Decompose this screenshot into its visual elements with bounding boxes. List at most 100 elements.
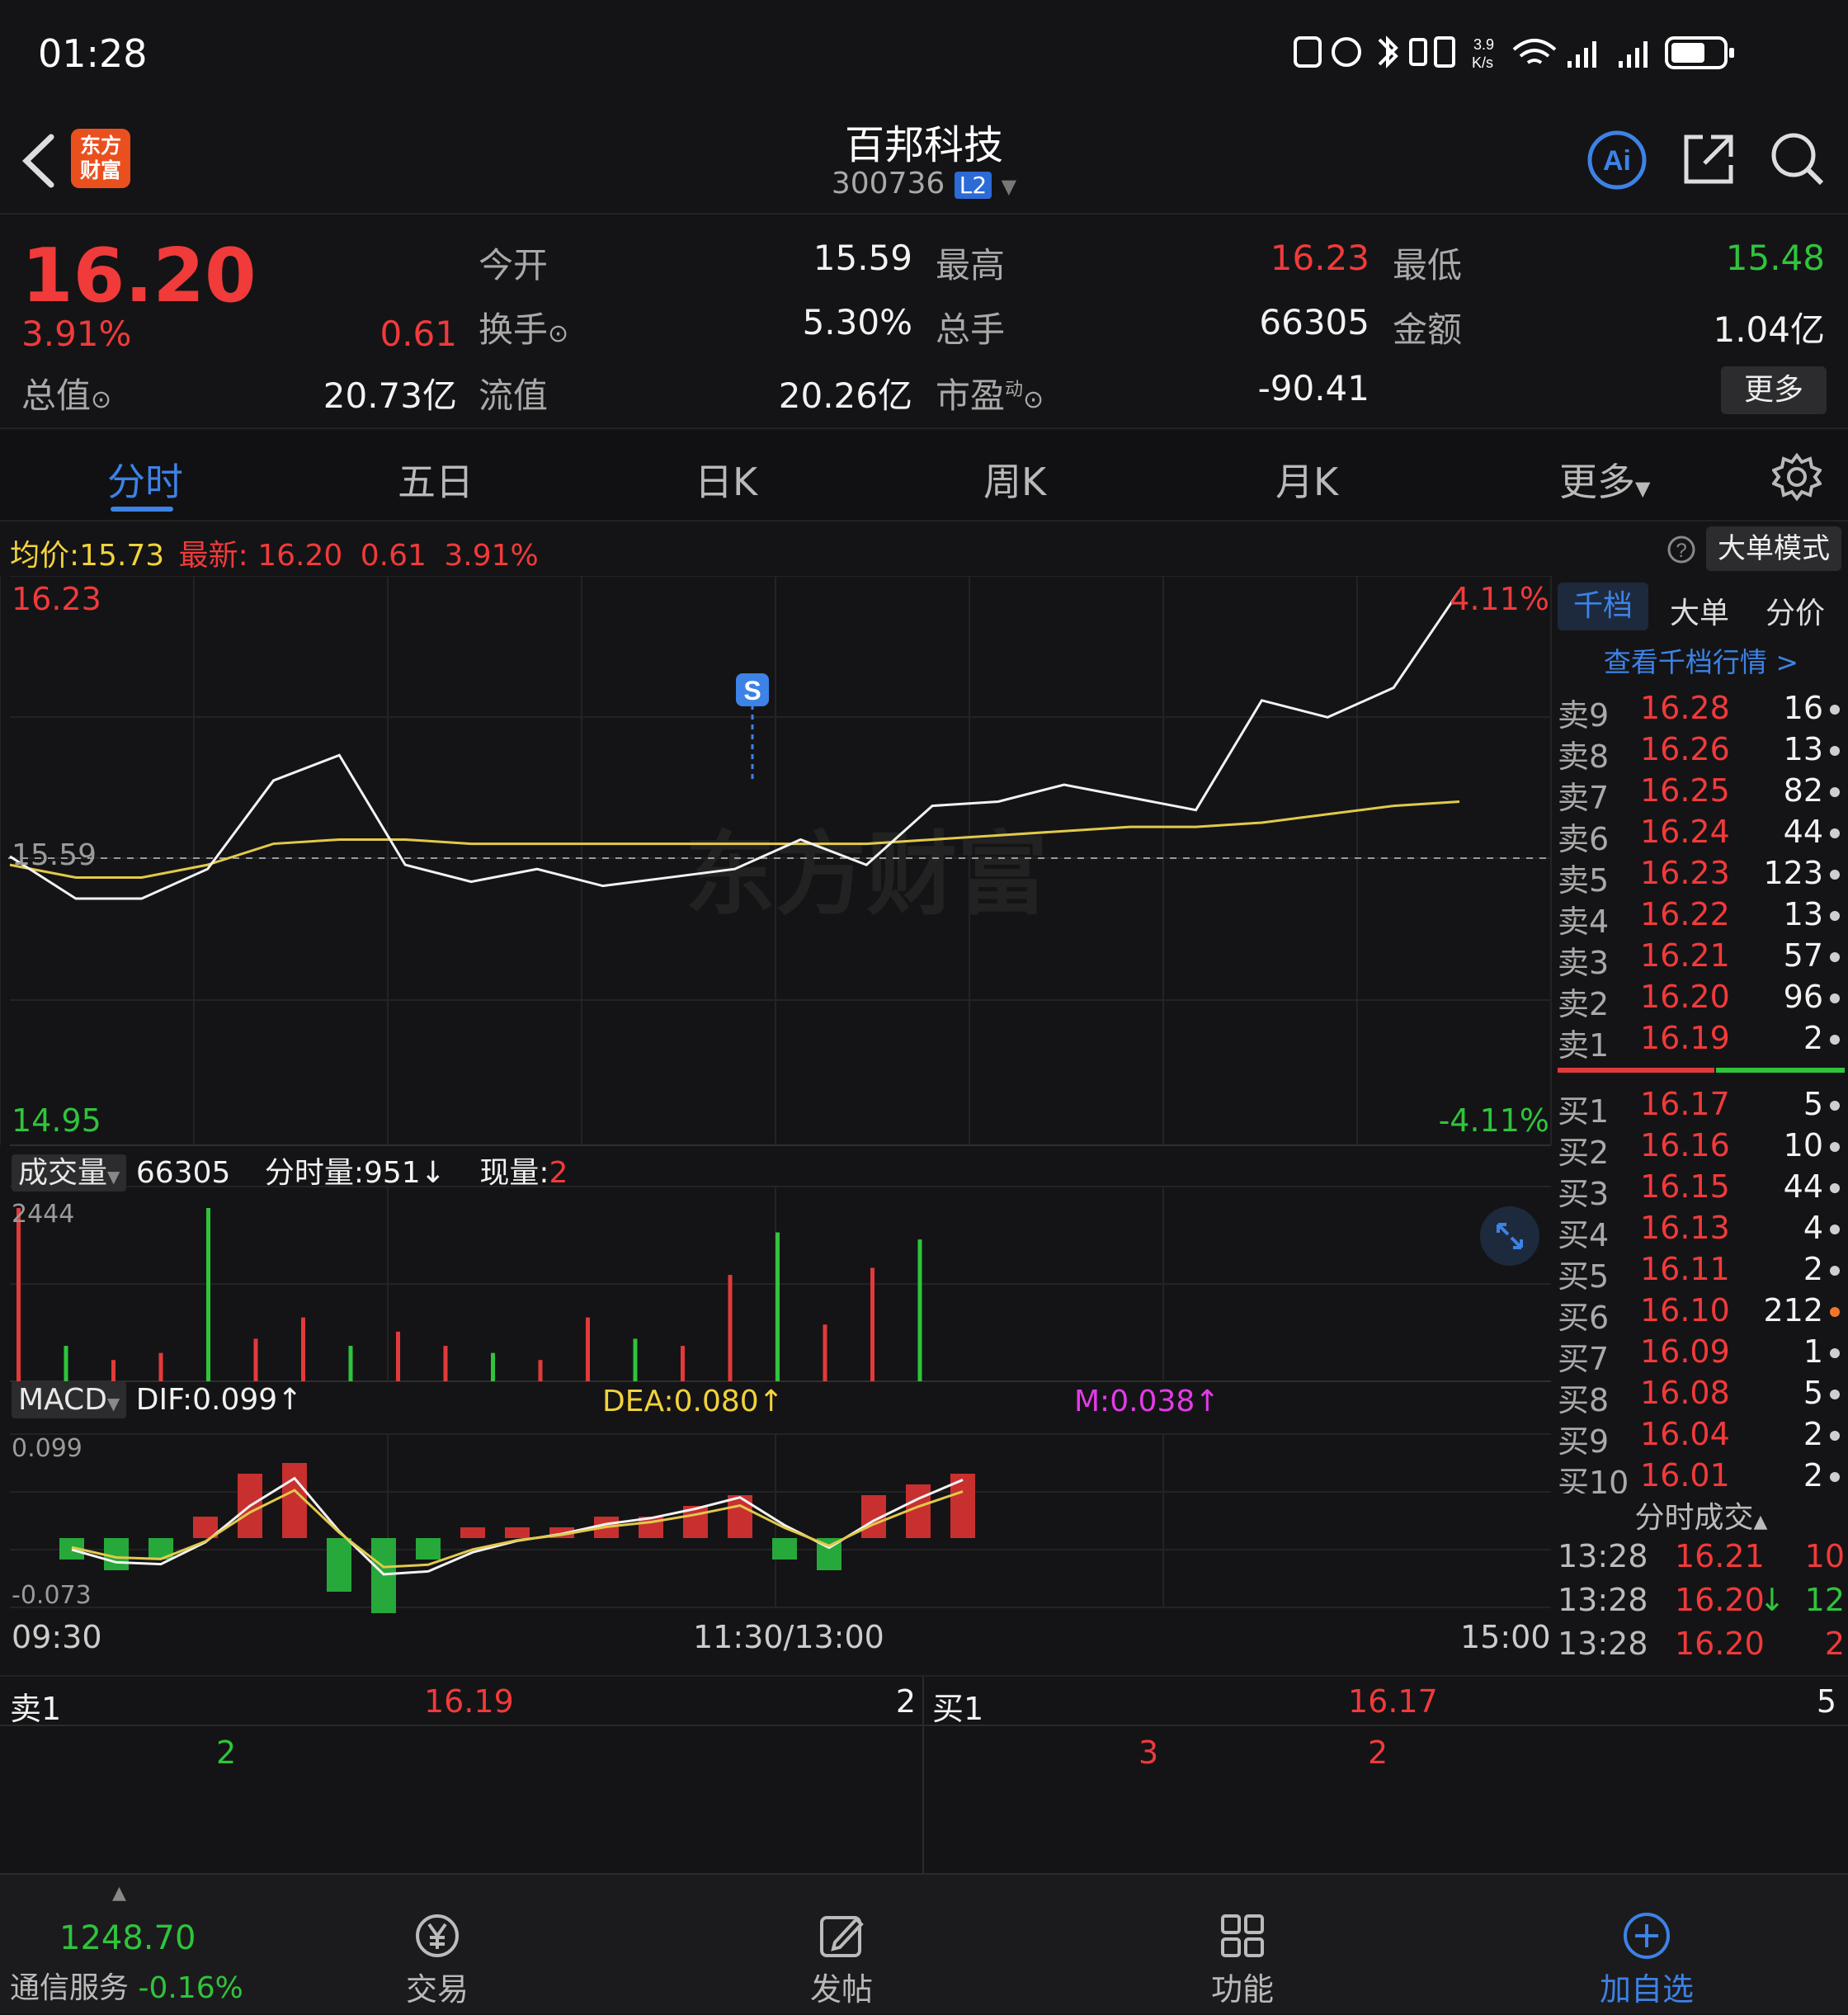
level-volume: 2	[1803, 1457, 1823, 1494]
order-book-row[interactable]: 买7 16.09 1	[1554, 1333, 1848, 1377]
ask-queue-order: 2	[216, 1734, 237, 1771]
order-book-row[interactable]: 买9 16.04 2	[1554, 1416, 1848, 1460]
index-ticker[interactable]: ▲ 1248.70 通信服务 -0.16%	[0, 1875, 248, 2015]
order-book-row[interactable]: 卖9 16.28 16	[1554, 690, 1848, 734]
tab-weekly-k[interactable]: 周K	[983, 460, 1047, 504]
level-price: 16.19	[1640, 1020, 1730, 1056]
order-book-row[interactable]: 买5 16.11 2	[1554, 1251, 1848, 1295]
volume-bars	[16, 1208, 922, 1381]
tab-big-order[interactable]: 大单	[1670, 597, 1730, 630]
system-status-icons: 3.9 K/s	[1294, 35, 1734, 71]
macd-bar	[282, 1463, 307, 1538]
level-price: 16.17	[1640, 1086, 1730, 1122]
level-volume: 5	[1803, 1375, 1823, 1411]
pct-change: 3.91%	[21, 314, 132, 354]
level-label: 卖6	[1558, 821, 1610, 857]
ref-price-label: 15.59	[12, 838, 97, 872]
svg-text:K/s: K/s	[1472, 54, 1493, 71]
expand-chart-button[interactable]	[1480, 1206, 1539, 1266]
back-button[interactable]	[16, 132, 66, 190]
macd-bar	[371, 1538, 396, 1613]
level-dot	[1830, 1101, 1840, 1111]
order-book-row[interactable]: 卖6 16.24 44	[1554, 814, 1848, 857]
search-button[interactable]	[1767, 129, 1827, 188]
macd-bar	[505, 1527, 530, 1538]
volume-bar	[396, 1331, 400, 1381]
share-icon	[1684, 134, 1733, 184]
nav-trade[interactable]: 交易	[314, 1875, 561, 2015]
pe-label[interactable]: 市盈动⊙	[936, 375, 1044, 416]
ai-button[interactable]: Ai	[1586, 129, 1648, 191]
level-dot	[1830, 705, 1840, 715]
view-depth-link[interactable]: 查看千档行情 >	[1603, 646, 1799, 678]
order-book-row[interactable]: 买6 16.10 212	[1554, 1292, 1848, 1336]
level-label: 买5	[1558, 1258, 1610, 1295]
big-order-mode-button[interactable]: 大单模式	[1706, 526, 1841, 571]
last-price: 16.20	[21, 233, 257, 319]
order-book-row[interactable]: 买2 16.16 10	[1554, 1127, 1848, 1171]
nav-add-watchlist[interactable]: 加自选	[1523, 1875, 1770, 2015]
watermark: 东方财富	[685, 824, 1048, 926]
level-price: 16.22	[1640, 896, 1730, 932]
nav-function[interactable]: 功能	[1119, 1875, 1366, 2015]
stock-code-row[interactable]: 300736 L2 ▼	[0, 167, 1848, 201]
level-volume: 57	[1783, 937, 1823, 974]
order-book-row[interactable]: 卖4 16.22 13	[1554, 896, 1848, 940]
level-label: 买4	[1558, 1217, 1610, 1253]
trades-toggle[interactable]: 分时成交▲	[1554, 1494, 1848, 1536]
turnover-value: 5.30%	[802, 302, 912, 342]
level-dot	[1830, 1183, 1840, 1193]
tab-five-day[interactable]: 五日	[398, 460, 474, 504]
help-icon[interactable]: ?	[1666, 535, 1696, 564]
volume-bar	[681, 1346, 685, 1381]
level-volume: 1	[1803, 1333, 1823, 1370]
settings-button[interactable]	[1770, 452, 1823, 502]
order-book-row[interactable]: 买10 16.01 2	[1554, 1457, 1848, 1495]
macd-indicator-select[interactable]: MACD▼	[12, 1381, 127, 1418]
order-book-row[interactable]: 卖8 16.26 13	[1554, 731, 1848, 775]
tab-daily-k[interactable]: 日K	[695, 460, 758, 504]
gear-icon	[1770, 452, 1823, 502]
more-quote-button[interactable]: 更多	[1721, 366, 1827, 414]
level-dot	[1830, 870, 1840, 880]
level-label: 卖8	[1558, 739, 1610, 775]
macd-max-label: 0.099	[12, 1434, 82, 1463]
intraday-chart[interactable]: 东方财富 S 16.23 4.11% 15.59 14.95 -4.11% 成交…	[0, 575, 1553, 1673]
level-price: 16.09	[1640, 1333, 1730, 1370]
share-button[interactable]	[1680, 129, 1739, 188]
volume-bar	[776, 1232, 780, 1381]
volume-header: 成交量▼ 66305 分时量:951↓ 现量:2	[12, 1149, 568, 1192]
volume-bar	[633, 1338, 638, 1381]
level-dot	[1830, 1266, 1840, 1276]
tab-monthly-k[interactable]: 月K	[1275, 460, 1339, 504]
turnover-label[interactable]: 换手⊙	[478, 309, 569, 350]
tab-price-dist[interactable]: 分价	[1766, 597, 1826, 630]
order-book-row[interactable]: 卖7 16.25 82	[1554, 772, 1848, 816]
order-book-row[interactable]: 买8 16.08 5	[1554, 1375, 1848, 1418]
order-book-row[interactable]: 买1 16.17 5	[1554, 1086, 1848, 1130]
sell-signal-marker[interactable]: S	[736, 673, 769, 782]
order-book-row[interactable]: 卖3 16.21 57	[1554, 937, 1848, 981]
order-book-row[interactable]: 卖1 16.19 2	[1554, 1020, 1848, 1064]
volume-bar	[443, 1346, 448, 1381]
svg-text:?: ?	[1676, 540, 1686, 562]
expand-icon	[1497, 1223, 1523, 1249]
volume-bar	[16, 1208, 21, 1381]
order-book-row[interactable]: 卖2 16.20 96	[1554, 979, 1848, 1022]
order-book-row[interactable]: 买4 16.13 4	[1554, 1210, 1848, 1253]
volume-bar	[728, 1275, 733, 1381]
level-dot	[1830, 1431, 1840, 1441]
tab-more[interactable]: 更多▼	[1559, 460, 1651, 504]
order-book-row[interactable]: 买3 16.15 44	[1554, 1168, 1848, 1212]
tab-intraday[interactable]: 分时	[107, 460, 183, 504]
avg-latest-row: 均价:15.73 最新: 16.20 0.61 3.91%	[10, 539, 539, 573]
volume-indicator-select[interactable]: 成交量▼	[12, 1154, 127, 1192]
trade-row: 13:28 16.20 2	[1554, 1626, 1848, 1667]
level-price: 16.28	[1640, 690, 1730, 726]
tab-full-depth[interactable]: 千档	[1558, 583, 1648, 630]
order-book-row[interactable]: 卖5 16.23 123	[1554, 855, 1848, 899]
nav-post[interactable]: 发帖	[718, 1875, 965, 2015]
level-label: 买2	[1558, 1135, 1610, 1171]
stock-code: 300736	[831, 167, 945, 201]
volume-bar	[823, 1324, 827, 1381]
